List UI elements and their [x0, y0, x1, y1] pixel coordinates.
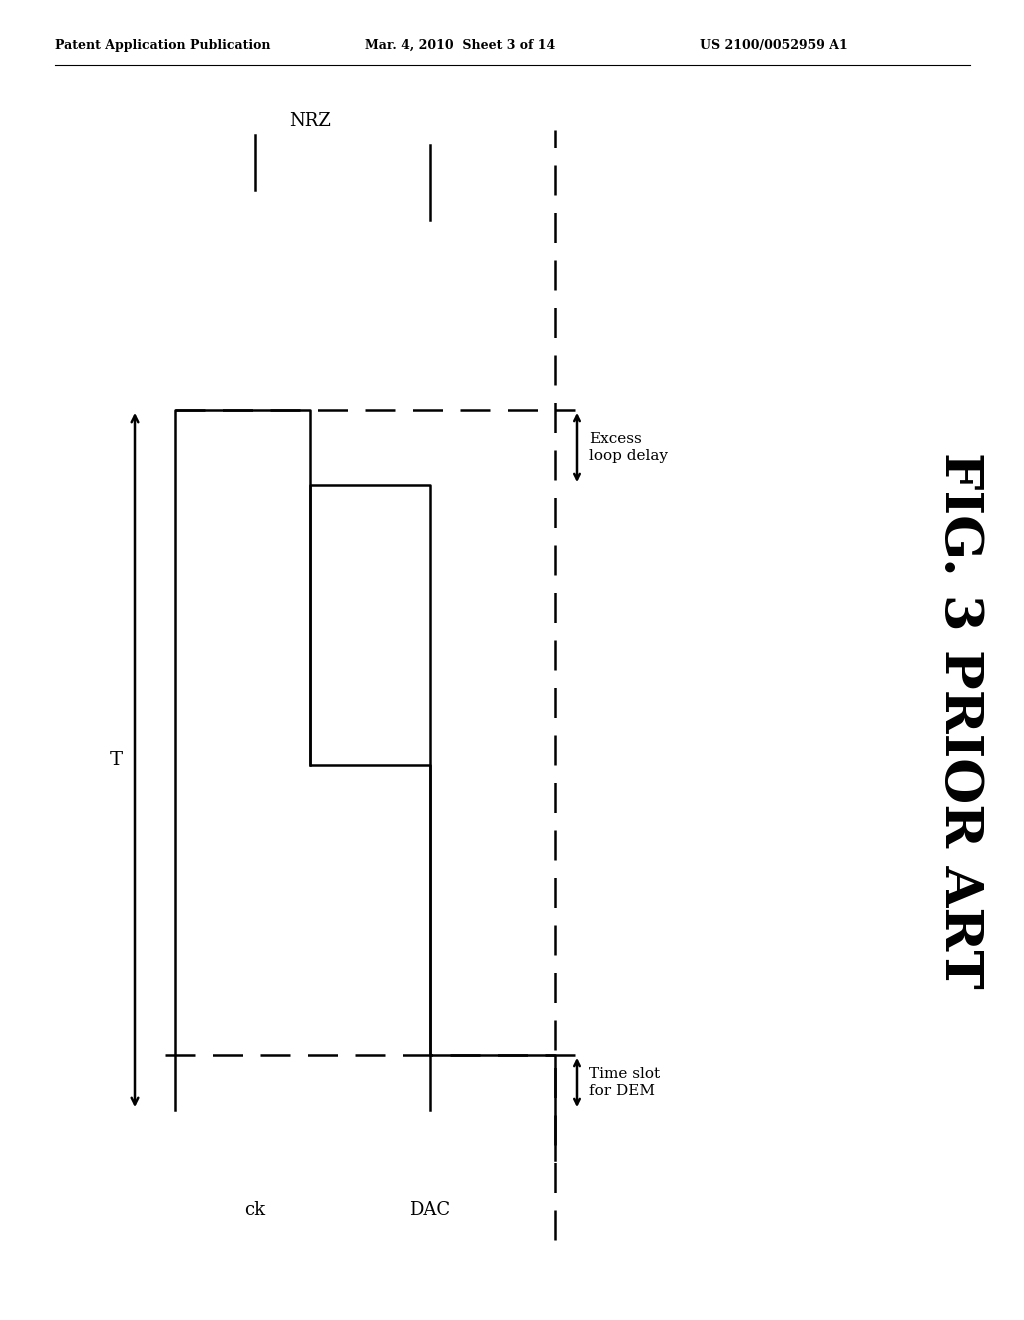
- Text: FIG. 3 PRIOR ART: FIG. 3 PRIOR ART: [935, 451, 985, 989]
- Text: Patent Application Publication: Patent Application Publication: [55, 38, 270, 51]
- Text: T: T: [110, 751, 123, 770]
- Text: NRZ: NRZ: [289, 112, 331, 129]
- Text: Excess
loop delay: Excess loop delay: [589, 433, 668, 462]
- Text: Mar. 4, 2010  Sheet 3 of 14: Mar. 4, 2010 Sheet 3 of 14: [365, 38, 555, 51]
- Text: ck: ck: [245, 1201, 265, 1218]
- Text: Time slot
for DEM: Time slot for DEM: [589, 1068, 660, 1098]
- Text: US 2100/0052959 A1: US 2100/0052959 A1: [700, 38, 848, 51]
- Text: DAC: DAC: [410, 1201, 451, 1218]
